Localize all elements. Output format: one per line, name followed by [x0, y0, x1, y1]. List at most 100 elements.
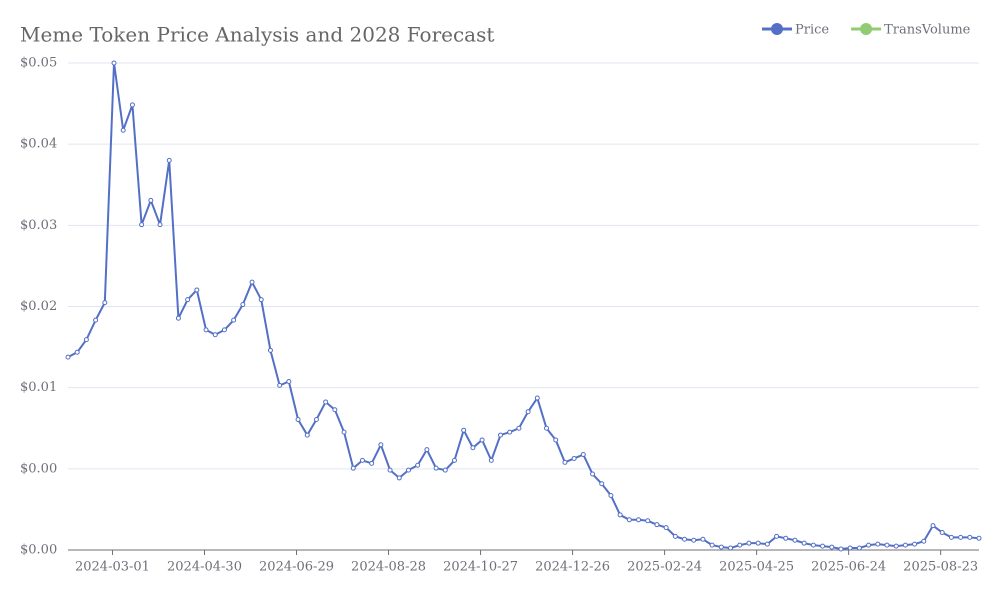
- x-tick-label: 2025-08-23: [903, 560, 978, 575]
- data-point: [626, 517, 632, 523]
- data-point: [387, 467, 393, 473]
- data-point: [507, 429, 513, 435]
- data-point: [774, 533, 780, 539]
- x-tick-label: 2024-04-30: [167, 560, 242, 575]
- data-point: [810, 542, 816, 548]
- data-point: [74, 349, 80, 355]
- x-tick-label: 2025-02-24: [627, 560, 702, 575]
- data-point: [396, 475, 402, 481]
- data-point: [194, 287, 200, 293]
- data-point: [148, 197, 154, 203]
- data-point: [277, 382, 283, 388]
- data-point: [304, 432, 310, 438]
- data-point: [948, 534, 954, 540]
- data-point: [139, 222, 145, 228]
- data-point: [580, 452, 586, 458]
- data-point: [866, 542, 872, 548]
- data-point: [636, 517, 642, 523]
- data-point: [231, 317, 237, 323]
- x-tick-label: 2025-04-25: [719, 560, 794, 575]
- data-point: [958, 534, 964, 540]
- data-point: [783, 535, 789, 541]
- data-point: [700, 536, 706, 542]
- data-point: [682, 536, 688, 542]
- data-point: [939, 529, 945, 535]
- data-point: [718, 544, 724, 550]
- data-point: [83, 337, 89, 343]
- x-tick-label: 2024-10-27: [443, 560, 518, 575]
- legend-label: TransVolume: [884, 23, 971, 38]
- data-point: [341, 429, 347, 435]
- data-point: [221, 327, 227, 333]
- data-point: [258, 297, 264, 303]
- data-point: [755, 540, 761, 546]
- data-point: [728, 545, 734, 551]
- data-point: [599, 481, 605, 487]
- x-tick-label: 2024-06-29: [259, 560, 334, 575]
- data-point: [838, 546, 844, 552]
- data-point: [313, 416, 319, 422]
- x-tick-label: 2025-06-24: [811, 560, 886, 575]
- legend-label: Price: [795, 23, 829, 38]
- data-point: [102, 300, 108, 306]
- data-point: [267, 347, 273, 353]
- data-point: [608, 492, 614, 498]
- data-point: [185, 297, 191, 303]
- data-point: [470, 445, 476, 451]
- data-point: [672, 533, 678, 539]
- price-line: [67, 62, 980, 551]
- data-point: [746, 540, 752, 546]
- data-point: [433, 465, 439, 471]
- y-tick-label: $0.00: [20, 461, 57, 476]
- data-point: [332, 407, 338, 413]
- chart-title: Meme Token Price Analysis and 2028 Forec…: [20, 23, 494, 47]
- data-point: [921, 538, 927, 544]
- data-point: [405, 467, 411, 473]
- data-point: [617, 512, 623, 518]
- data-point: [166, 157, 172, 163]
- y-tick-label: $0.02: [20, 299, 57, 314]
- legend-dot: [860, 23, 873, 35]
- data-point: [967, 534, 973, 540]
- data-point: [415, 462, 421, 468]
- x-tick-label: 2024-08-28: [351, 560, 426, 575]
- data-point: [571, 455, 577, 461]
- data-point: [479, 437, 485, 443]
- data-point: [590, 471, 596, 477]
- data-point: [175, 315, 181, 321]
- data-point: [893, 543, 899, 549]
- data-point: [65, 354, 71, 360]
- data-point: [203, 327, 209, 333]
- x-tick-label: 2024-12-26: [535, 560, 610, 575]
- data-point: [488, 457, 494, 463]
- data-point: [544, 425, 550, 431]
- data-point: [875, 541, 881, 547]
- data-point: [764, 541, 770, 547]
- data-point: [562, 459, 568, 465]
- data-point: [350, 465, 356, 471]
- data-point: [525, 409, 531, 415]
- data-point: [323, 399, 329, 405]
- y-tick-label: $0.01: [20, 380, 57, 395]
- data-point: [129, 102, 135, 108]
- data-point: [378, 442, 384, 448]
- data-point: [497, 432, 503, 438]
- data-point: [654, 522, 660, 528]
- data-point: [369, 460, 375, 466]
- legend-item: Price: [762, 23, 829, 38]
- data-point: [424, 447, 430, 453]
- data-point: [884, 542, 890, 548]
- data-point: [820, 543, 826, 549]
- data-point: [286, 378, 292, 384]
- data-point: [461, 427, 467, 433]
- data-point: [663, 525, 669, 531]
- data-point: [451, 457, 457, 463]
- data-point: [249, 279, 255, 285]
- data-point: [801, 540, 807, 546]
- data-point: [847, 545, 853, 551]
- legend-item: TransVolume: [851, 23, 971, 38]
- data-point: [737, 542, 743, 548]
- data-point: [111, 60, 117, 66]
